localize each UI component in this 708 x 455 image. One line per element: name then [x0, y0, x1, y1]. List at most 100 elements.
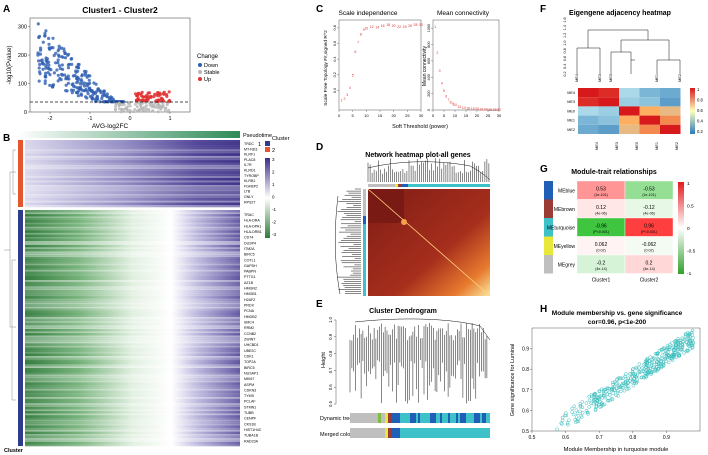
volcano-point-down [96, 87, 100, 91]
scale-independence-point: 6 [354, 50, 356, 54]
mm-gs-point [652, 360, 656, 364]
mean-connectivity-point: 14 [462, 106, 466, 110]
volcano-ytick-label: 200 [18, 53, 27, 59]
gene-label: ITM2A [244, 247, 255, 251]
volcano-point-stable [115, 101, 119, 105]
gene-label: IL7R [244, 163, 252, 167]
heatmap-row-cluster2 [25, 171, 240, 174]
volcano-point-stable [120, 103, 124, 107]
heatmap-row-cluster1 [25, 394, 240, 398]
panel-a: A Cluster1 - Cluster2 -2 -1 0 1 0 100 200 300 A… [3, 4, 220, 130]
mm-gs-point [653, 369, 658, 373]
module-strip-left-blue [363, 216, 366, 224]
mean-connectivity-point: 26 [488, 108, 492, 112]
c-xtick-label: 10 [364, 113, 369, 118]
heatmap-row-cluster1 [25, 331, 240, 334]
volcano-point-stable [153, 105, 157, 109]
top-dendrogram-trunk [367, 161, 491, 181]
c-xtick-label: 5 [443, 113, 446, 118]
heatmap-row-cluster1 [25, 277, 240, 281]
c-ytick-label: 0.6 [333, 41, 337, 46]
volcano-point-down [57, 54, 61, 59]
cluster-axis-label: Cluster [4, 448, 24, 454]
heatmap-row-cluster2 [25, 157, 240, 161]
heatmap-row-cluster1 [25, 271, 240, 274]
tree-cut-segment [486, 413, 488, 423]
heatmap-row-cluster2 [25, 198, 240, 201]
mm-gs-point [559, 421, 563, 425]
heatmap-row-cluster2 [25, 191, 240, 194]
mm-gs-point [570, 406, 574, 411]
mm-gs-point [626, 380, 630, 384]
volcano-point-down [65, 89, 69, 93]
volcano-point-stable [133, 102, 137, 106]
tree-cut-segment [426, 413, 428, 423]
mm-gs-point [645, 356, 650, 361]
tree-cut-segment [464, 413, 466, 423]
heatmap-row-cluster2 [25, 153, 240, 156]
eigengene-dendro-tick: 1.4 [563, 25, 567, 30]
volcano-xtick-label: 1 [168, 116, 171, 122]
heatmap-row-cluster1 [25, 402, 240, 406]
mm-gs-point [637, 362, 642, 366]
eigengene-cell [660, 124, 681, 134]
module-trait-value: 0.53 [596, 186, 606, 192]
volcano-point-down [43, 81, 47, 85]
module-trait-colorbar-ticks: 1 0.5 0 -0.5 -1 [687, 181, 696, 277]
mm-gs-point [632, 374, 637, 378]
mm-gs-point [682, 351, 686, 355]
heatmap-row-cluster1 [25, 419, 240, 422]
expression-colorbar [265, 158, 270, 238]
merged-colors-bar [350, 428, 490, 438]
heatmap-row-cluster1 [25, 310, 240, 313]
mm-gs-point [574, 408, 579, 412]
mm-gs-point [647, 359, 652, 363]
mm-gs-point [657, 367, 661, 371]
module-trait-value: 0.12 [596, 205, 606, 211]
row-dendrogram [4, 149, 16, 401]
heatmap-row-cluster2 [25, 186, 240, 190]
mm-gs-point [612, 380, 617, 384]
volcano-point-down [44, 71, 48, 75]
mm-gs-point [645, 369, 650, 374]
module-trait-value: -0.12 [643, 205, 655, 211]
mean-connectivity-point: 2 [436, 51, 438, 55]
heatmap-row-cluster1 [25, 357, 240, 361]
mm-gs-point [661, 347, 665, 351]
module-trait-colorbar-tick: 1 [687, 181, 690, 187]
eigengene-row-label: ME0 [567, 109, 575, 113]
module-strip-left-grey [363, 189, 366, 216]
c-xtick-label: 25 [405, 113, 410, 118]
volcano-point-down [63, 51, 67, 56]
heatmap-row-cluster1 [25, 290, 240, 293]
eigengene-heatmap-title: Eigengene adjacency heatmap [569, 10, 671, 17]
c-xtick-label: 20 [391, 113, 396, 118]
heatmap-row-cluster1 [25, 382, 240, 385]
mm-gs-point [650, 357, 655, 361]
merged-color-segment [391, 428, 400, 438]
module-trait-value: 0.2 [646, 260, 653, 266]
volcano-point-down [47, 42, 51, 46]
heatmap-row-cluster1 [25, 392, 240, 395]
heatmap-row-cluster1 [25, 417, 240, 420]
heatmap-row-cluster1 [25, 308, 240, 311]
mm-gs-point [611, 385, 615, 390]
volcano-point-down [94, 99, 98, 104]
gene-label: MT-ND3 [244, 147, 257, 151]
heatmap-row-cluster1 [25, 388, 240, 391]
gene-label: KLRF1 [244, 153, 255, 157]
mm-gs-point [659, 359, 664, 364]
volcano-point-up [142, 98, 147, 103]
mm-gs-point [611, 380, 615, 385]
mean-connectivity-point: 4 [441, 82, 443, 86]
gene-label: PABPN [244, 270, 256, 274]
h-ytick-label: 0.7 [522, 388, 529, 394]
mm-gs-point [642, 362, 646, 367]
volcano-point-down [39, 59, 43, 63]
volcano-point-down [76, 94, 80, 98]
gene-label: RAD23A [244, 439, 259, 443]
gene-label: BIRC5 [244, 253, 255, 257]
heatmap-row-cluster1 [25, 376, 240, 379]
tree-cut-segment [454, 413, 456, 423]
volcano-point-down [40, 62, 45, 66]
